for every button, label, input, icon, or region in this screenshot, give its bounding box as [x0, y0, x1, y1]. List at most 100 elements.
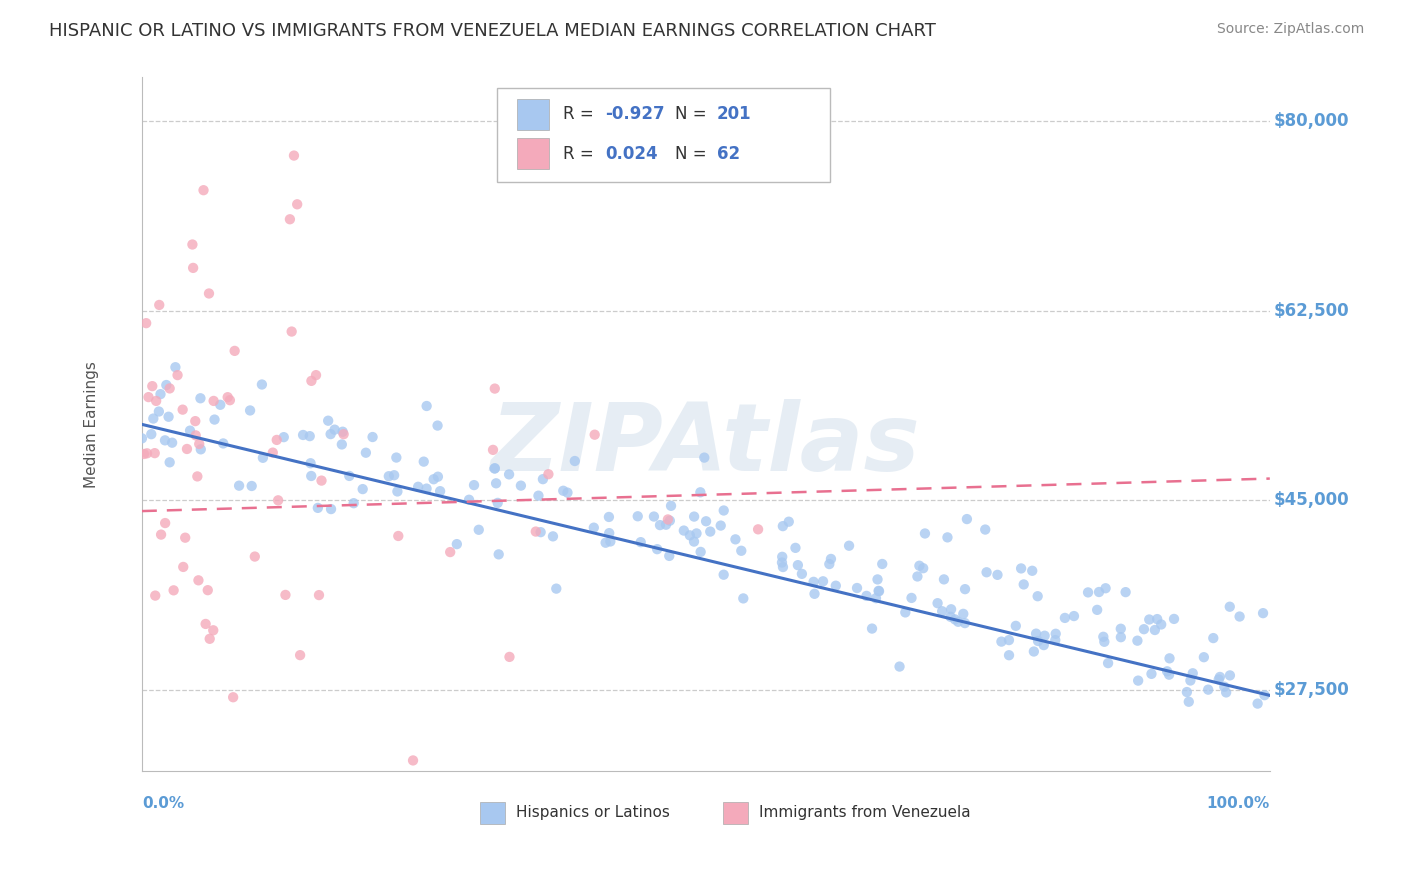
Point [846, 581, 869, 595]
Point [1202, 631, 1225, 645]
Point [446, 537, 468, 551]
Point [141, 379, 163, 393]
Point [1140, 666, 1163, 681]
Point [770, 556, 793, 570]
Point [486, 496, 509, 510]
Point [212, 436, 235, 450]
Point [772, 560, 794, 574]
Point [184, 428, 207, 442]
Point [1251, 606, 1274, 620]
Point [820, 552, 842, 566]
Point [240, 479, 263, 493]
Point [683, 509, 706, 524]
Point [135, 316, 157, 330]
Text: -0.927: -0.927 [606, 105, 665, 123]
Point [931, 604, 953, 618]
Point [564, 454, 586, 468]
Point [299, 456, 322, 470]
Point [415, 399, 437, 413]
Point [1180, 673, 1202, 688]
Point [319, 427, 342, 442]
Point [228, 478, 250, 492]
Point [659, 499, 682, 513]
Point [1192, 650, 1215, 665]
Point [498, 649, 520, 664]
Point [695, 514, 717, 528]
Point [148, 298, 170, 312]
Point [894, 606, 917, 620]
Bar [723, 802, 748, 824]
Point [337, 469, 360, 483]
Point [187, 574, 209, 588]
Text: $27,500: $27,500 [1274, 681, 1348, 699]
Point [946, 615, 969, 629]
Point [1181, 666, 1204, 681]
Point [250, 377, 273, 392]
Point [778, 515, 800, 529]
Point [683, 534, 706, 549]
Point [1025, 626, 1047, 640]
Point [657, 512, 679, 526]
Point [439, 545, 461, 559]
Text: $62,500: $62,500 [1274, 301, 1348, 319]
Point [645, 542, 668, 557]
Point [939, 602, 962, 616]
Point [204, 412, 226, 426]
Point [288, 648, 311, 662]
Point [141, 427, 163, 442]
Point [866, 573, 889, 587]
Point [803, 587, 825, 601]
Point [630, 535, 652, 549]
Point [382, 468, 405, 483]
Point [406, 480, 429, 494]
Point [1126, 673, 1149, 688]
Point [598, 526, 620, 541]
Point [222, 690, 245, 705]
Point [643, 509, 665, 524]
Point [531, 472, 554, 486]
Point [658, 514, 681, 528]
Point [498, 467, 520, 482]
Point [1163, 612, 1185, 626]
Point [598, 510, 620, 524]
Point [319, 502, 342, 516]
Point [1094, 581, 1116, 595]
Point [484, 461, 506, 475]
Text: 100.0%: 100.0% [1206, 796, 1270, 811]
Point [1133, 622, 1156, 636]
Point [172, 560, 194, 574]
Point [953, 582, 976, 596]
Point [908, 558, 931, 573]
Point [583, 427, 606, 442]
Point [157, 409, 180, 424]
Point [198, 286, 221, 301]
Point [285, 197, 308, 211]
Point [274, 588, 297, 602]
Point [599, 534, 621, 549]
Point [786, 558, 808, 573]
Point [219, 393, 242, 408]
Point [323, 423, 346, 437]
Point [131, 431, 153, 445]
Point [1092, 630, 1115, 644]
Point [412, 455, 434, 469]
Point [685, 526, 707, 541]
Point [1115, 585, 1137, 599]
Point [509, 478, 531, 492]
Point [142, 411, 165, 425]
Point [352, 482, 374, 496]
Point [458, 492, 481, 507]
Point [1033, 629, 1056, 643]
Point [1219, 668, 1241, 682]
Point [292, 428, 315, 442]
Point [730, 543, 752, 558]
Text: R =: R = [562, 145, 599, 162]
Point [595, 535, 617, 549]
Point [143, 446, 166, 460]
Point [422, 472, 444, 486]
Point [239, 403, 262, 417]
Point [311, 474, 333, 488]
Point [713, 567, 735, 582]
Point [1012, 577, 1035, 591]
Point [546, 582, 568, 596]
